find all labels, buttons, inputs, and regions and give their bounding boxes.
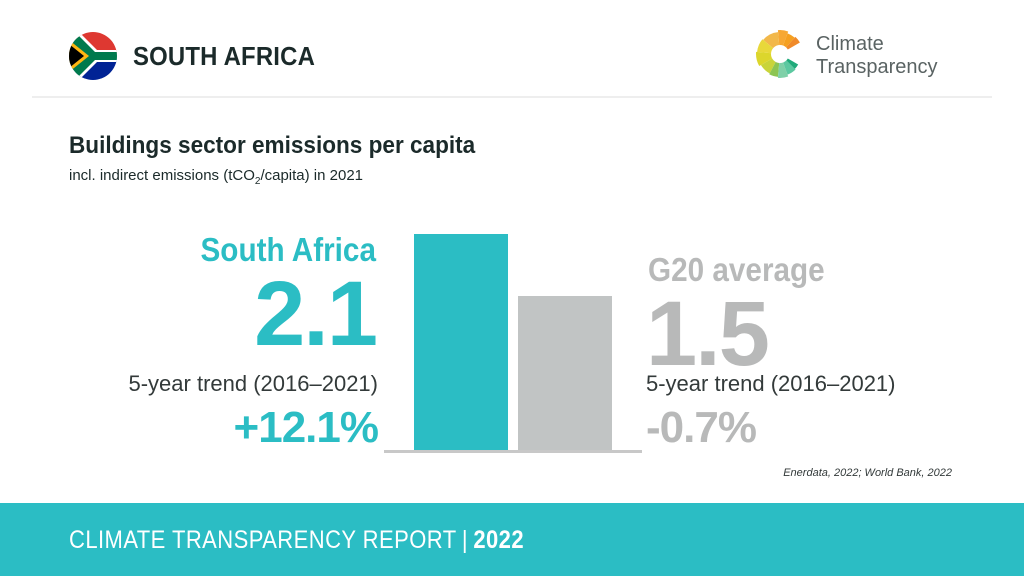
south-africa-trend-label: 5-year trend (2016–2021)	[128, 371, 379, 396]
footer-text: CLIMATE TRANSPARENCY REPORT | 2022	[69, 525, 524, 555]
south-africa-trend-value: +12.1%	[233, 403, 379, 452]
logo-line-2: Transparency	[816, 56, 938, 78]
footer-separator: |	[461, 526, 469, 554]
subtitle-text-before: incl. indirect emissions (tCO	[69, 167, 255, 184]
climate-transparency-logo-icon	[756, 30, 800, 78]
subtitle-text-after: /capita) in 2021	[260, 167, 364, 184]
chart-title: Buildings sector emissions per capita	[69, 132, 476, 159]
subtitle-subscript: 2	[254, 176, 261, 187]
g20-average-label: G20 average	[648, 251, 825, 288]
bar-south-africa	[414, 234, 508, 451]
bar-g20-average	[518, 296, 612, 451]
footer-band: CLIMATE TRANSPARENCY REPORT | 2022	[0, 503, 1024, 576]
chart-baseline	[384, 450, 642, 453]
g20-trend-label: 5-year trend (2016–2021)	[646, 371, 896, 396]
bar-chart	[384, 234, 642, 453]
source-note: Enerdata, 2022; World Bank, 2022	[783, 467, 952, 479]
chart-subtitle: incl. indirect emissions (tCO2/capita) i…	[69, 166, 363, 192]
country-title: SOUTH AFRICA	[133, 41, 316, 71]
footer-report-name: CLIMATE TRANSPARENCY REPORT	[69, 526, 457, 554]
g20-trend-value: -0.7%	[646, 403, 757, 452]
g20-average-value: 1.5	[646, 283, 770, 385]
south-africa-flag-icon	[69, 32, 117, 80]
south-africa-label: South Africa	[200, 231, 376, 268]
logo-line-1: Climate	[816, 33, 884, 55]
header-divider	[32, 96, 992, 98]
climate-transparency-logo-text: Climate Transparency	[816, 33, 938, 79]
south-africa-value: 2.1	[254, 263, 378, 365]
footer-year: 2022	[473, 526, 525, 554]
